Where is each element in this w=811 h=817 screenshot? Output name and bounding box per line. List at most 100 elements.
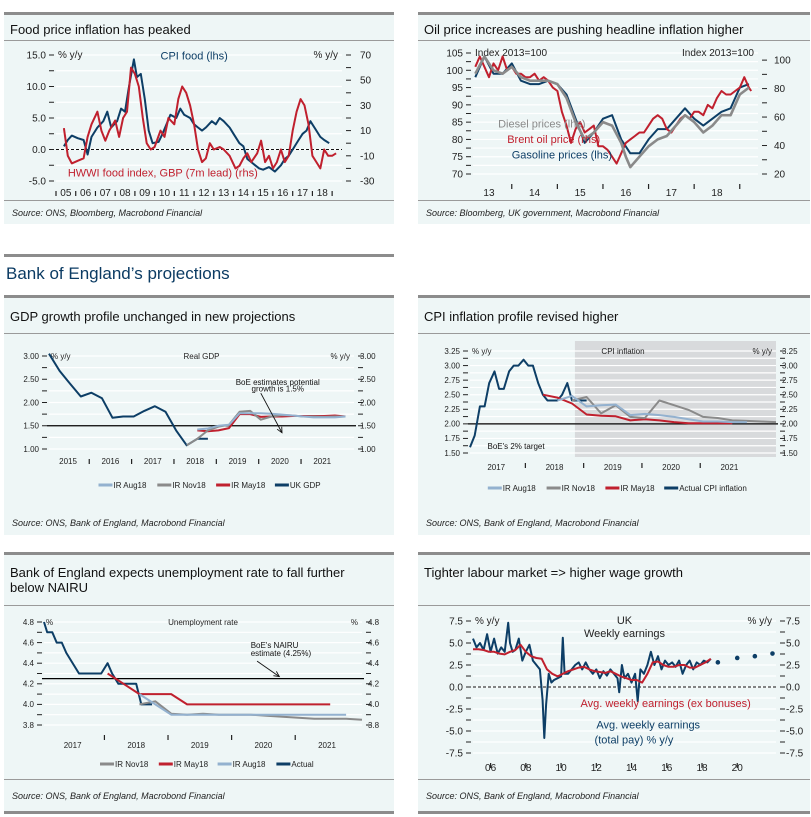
y-tick-label-right: 20 bbox=[774, 170, 786, 181]
y-tick-label-right: 40 bbox=[774, 141, 786, 152]
y-axis-label-left: % bbox=[46, 618, 53, 627]
food-inflation-chart: 15.0 10.0 5.0 0.0 -5.0 70 50 30 10 -10 -30 % y/y % y… bbox=[27, 50, 375, 199]
panel-cpi-inflation: CPI inflation profile revised higher 3.2… bbox=[418, 295, 810, 535]
unemployment-chart: 4.8 4.6 4.4 4.2 4.0 3.8 4.8 4.6 4.4 4.2 4.0 3.8% % Un… bbox=[23, 618, 380, 769]
y-tick-label-left: 85 bbox=[452, 118, 464, 129]
series-line-hwwi-food-index-gbp-7m-lead-rhs- bbox=[62, 66, 337, 170]
y-axis-label-left: % y/y bbox=[51, 352, 71, 361]
series-line-brent-oil-price-rhs- bbox=[474, 55, 753, 165]
annotation-label: CPI food (lhs) bbox=[161, 50, 228, 62]
y-tick-label-left: 1.50 bbox=[444, 449, 460, 458]
x-tick-label: 14 bbox=[529, 188, 541, 199]
x-tick-label: 06 bbox=[80, 188, 92, 199]
annotation-arrow bbox=[256, 660, 280, 677]
y-tick-label-right: 3.8 bbox=[368, 721, 380, 730]
y-tick-label-left: 1.00 bbox=[23, 445, 39, 454]
x-tick-label: 07 bbox=[100, 188, 112, 199]
y-axis-label-left: % y/y bbox=[58, 50, 82, 61]
section-heading: Bank of England’s projections bbox=[6, 264, 230, 283]
annotation-arrow bbox=[260, 392, 283, 433]
y-tick-label-left: 2.5 bbox=[449, 661, 463, 672]
y-tick-label-right: -30 bbox=[360, 177, 375, 188]
annotation-arrow-head bbox=[273, 671, 281, 678]
y-tick-label-right: 3.25 bbox=[782, 347, 798, 356]
y-tick-label-right: 2.25 bbox=[782, 405, 798, 414]
y-axis-label-right: % y/y bbox=[748, 616, 772, 627]
y-tick-label-left: 7.5 bbox=[449, 617, 463, 628]
legend-label: UK GDP bbox=[290, 481, 321, 490]
forecast-point bbox=[734, 655, 740, 661]
chart-source: Source: ONS, Bank of England, Macrobond … bbox=[418, 779, 810, 811]
x-tick-label: 2018 bbox=[127, 741, 145, 750]
annotation-label: Avg. weekly earnings (ex bonuses) bbox=[580, 698, 750, 710]
x-tick-label: 2020 bbox=[255, 741, 273, 750]
x-tick-label: 16 bbox=[661, 763, 673, 774]
annotation-arrow-head bbox=[276, 426, 283, 434]
x-tick-label: 18 bbox=[317, 188, 329, 199]
legend-label: IR Aug18 bbox=[503, 484, 536, 493]
wage-growth-chart: 7.5 5.0 2.5 0.0 -2.5 -5.0 -7.5 7.5 5.0 2.5 0.0 -2.5… bbox=[446, 615, 804, 774]
annotation-label: Brent oil price (rhs) bbox=[507, 134, 600, 146]
series-line-actual bbox=[43, 621, 153, 706]
x-tick-label: 18 bbox=[711, 188, 723, 199]
y-tick-label-left: 4.6 bbox=[23, 638, 35, 647]
x-tick-label: 2019 bbox=[229, 457, 247, 466]
forecast-shaded-region bbox=[574, 341, 776, 457]
x-tick-label: 13 bbox=[483, 188, 495, 199]
y-tick-label-left: 4.8 bbox=[23, 618, 35, 627]
legend-label: IR Nov18 bbox=[172, 481, 206, 490]
y-tick-label-right: 70 bbox=[360, 51, 372, 62]
x-tick-label: 06 bbox=[485, 763, 497, 774]
y-tick-label-left: 95 bbox=[452, 83, 464, 94]
y-axis-label-left: % y/y bbox=[472, 347, 492, 356]
series-line-uk-gdp bbox=[48, 353, 208, 447]
y-tick-label-left: 1.75 bbox=[444, 434, 460, 443]
y-tick-label-right: -10 bbox=[360, 151, 375, 162]
y-tick-label-left: 4.4 bbox=[23, 659, 35, 668]
panel-gdp-growth: GDP growth profile unchanged in new proj… bbox=[4, 295, 394, 535]
x-tick-label: 11 bbox=[179, 188, 190, 199]
legend-label: IR Nov18 bbox=[562, 484, 596, 493]
x-tick-label: 20 bbox=[732, 763, 744, 774]
chart-title: Food price inflation has peaked bbox=[4, 15, 394, 41]
annotation-label: growth is 1.5% bbox=[252, 384, 304, 393]
x-tick-label: 05 bbox=[60, 188, 72, 199]
y-tick-label-left: 2.50 bbox=[444, 391, 460, 400]
y-tick-label-right: 2.00 bbox=[782, 420, 798, 429]
y-axis-label-right: % y/y bbox=[330, 352, 350, 361]
chart-subtitle: Real GDP bbox=[183, 352, 219, 361]
y-tick-label-right: -7.5 bbox=[786, 749, 804, 760]
y-tick-label-left: 70 bbox=[452, 170, 464, 181]
legend-label: IR May18 bbox=[174, 760, 209, 769]
annotation-label: Gasoline prices (lhs) bbox=[512, 149, 612, 161]
chart-title: Oil price increases are pushing headline… bbox=[418, 15, 810, 41]
y-tick-label-right: 1.50 bbox=[360, 422, 376, 431]
x-tick-label: 16 bbox=[277, 188, 289, 199]
y-axis-label-left: % y/y bbox=[475, 616, 499, 627]
legend-label: IR May18 bbox=[231, 481, 266, 490]
series-line-actual-cpi-inflation bbox=[469, 358, 587, 448]
y-tick-label-left: 105 bbox=[446, 49, 463, 60]
y-tick-label-left: 2.00 bbox=[444, 420, 460, 429]
chart-title: CPI inflation profile revised higher bbox=[418, 298, 810, 334]
annotation-label: (total pay) % y/y bbox=[595, 734, 674, 746]
legend-label: IR Aug18 bbox=[233, 760, 266, 769]
legend-label: IR Aug18 bbox=[114, 481, 147, 490]
x-tick-label: 16 bbox=[620, 188, 632, 199]
y-tick-label-left: 0.0 bbox=[32, 145, 46, 156]
y-tick-label-right: 4.6 bbox=[368, 638, 380, 647]
series-line-ir-may18 bbox=[542, 393, 733, 425]
y-tick-label-left: 2.00 bbox=[23, 398, 39, 407]
x-tick-label: 2015 bbox=[59, 457, 77, 466]
x-tick-label: 2017 bbox=[487, 463, 505, 472]
chart-subtitle: CPI inflation bbox=[601, 347, 644, 356]
y-tick-label-left: -5.0 bbox=[446, 727, 464, 738]
y-tick-label-left: 4.0 bbox=[23, 700, 35, 709]
x-tick-label: 2021 bbox=[318, 741, 336, 750]
y-axis-label-right: Index 2013=100 bbox=[682, 48, 754, 59]
series-line-ir-may18 bbox=[107, 672, 331, 706]
x-tick-label: 2018 bbox=[186, 457, 204, 466]
panel-wage-growth: Tighter labour market => higher wage gro… bbox=[418, 552, 810, 814]
legend-label: Actual bbox=[291, 760, 313, 769]
x-tick-label: 13 bbox=[218, 188, 230, 199]
